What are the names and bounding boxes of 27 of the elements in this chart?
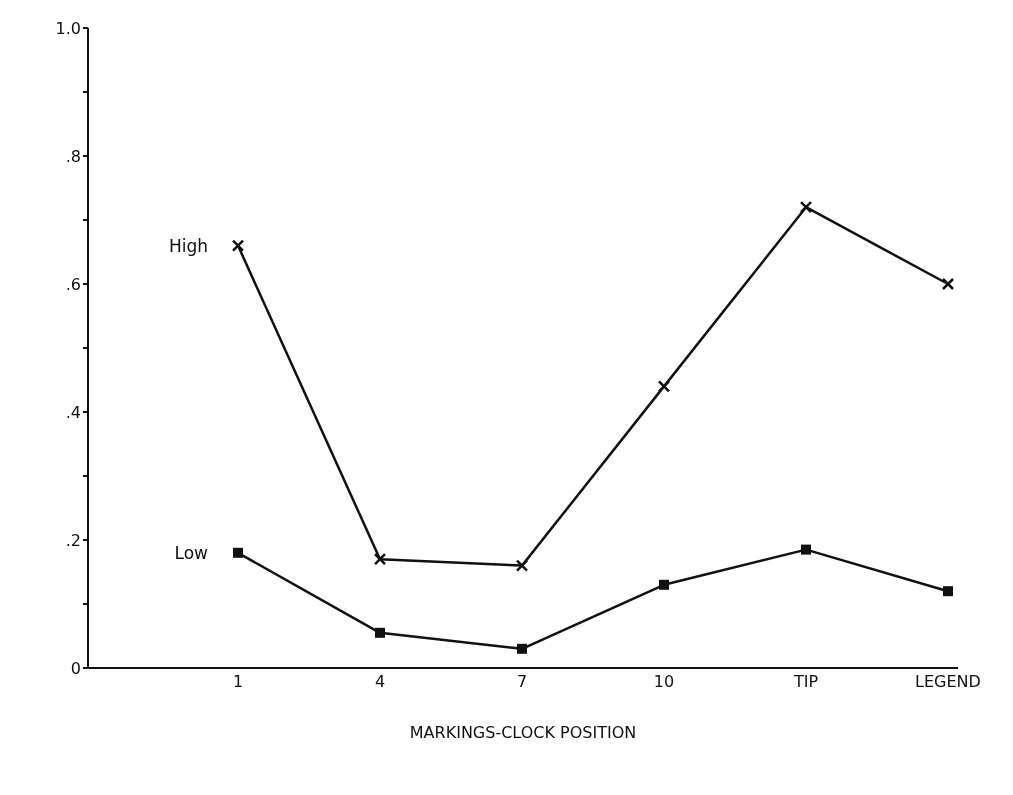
x-axis-title: MARKINGS-CLOCK POSITION — [409, 723, 637, 742]
x-tick-label: LEGEND — [915, 672, 981, 692]
x-tick-label: 1 — [232, 672, 244, 692]
point — [657, 380, 671, 393]
point — [375, 627, 385, 638]
y-tick-label: 1.0 — [55, 18, 81, 38]
point — [799, 200, 813, 214]
y-tick-label: .4 — [65, 402, 81, 422]
x-tick-label: 10 — [653, 672, 675, 692]
point — [659, 579, 669, 590]
point — [515, 559, 529, 572]
series-label: Low — [174, 542, 209, 563]
point — [801, 544, 811, 555]
y-tick-label: 0 — [70, 658, 81, 678]
x-tick-label: 4 — [374, 672, 386, 692]
point — [373, 552, 387, 566]
y-tick-label: .2 — [65, 530, 81, 550]
point — [943, 586, 953, 597]
point — [517, 643, 527, 654]
series-label: High — [168, 235, 208, 256]
y-tick-label: .8 — [65, 146, 81, 166]
y-tick-label: .6 — [65, 274, 81, 294]
point — [231, 239, 245, 252]
point — [941, 277, 955, 291]
point — [233, 547, 243, 558]
x-tick-label: TIP — [792, 672, 819, 692]
x-tick-label: 7 — [516, 672, 528, 692]
